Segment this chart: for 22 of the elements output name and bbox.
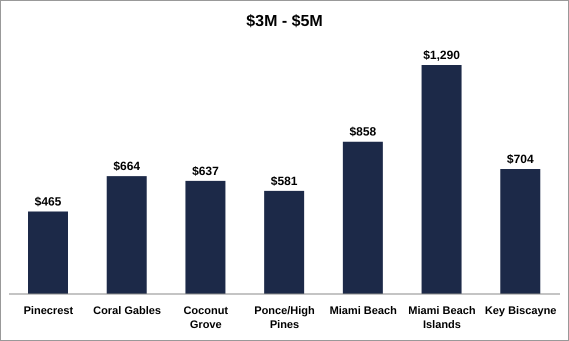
x-tick-label: Miami Beach — [330, 305, 398, 317]
bar — [500, 169, 540, 294]
x-tick-label: Coral Gables — [93, 305, 161, 317]
bar — [342, 142, 383, 294]
x-tick-label: Miami Beach Islands — [408, 305, 476, 331]
bar — [28, 211, 68, 294]
data-label: $704 — [506, 152, 534, 166]
chart-title: $3M - $5M — [245, 13, 324, 31]
data-label: $1,290 — [423, 48, 460, 62]
x-tick-label: Ponce/High Pines — [254, 305, 316, 331]
x-tick-label: Pinecrest — [24, 305, 74, 317]
bar — [106, 176, 147, 294]
bar — [185, 180, 226, 294]
data-label: $858 — [350, 124, 377, 139]
x-tick-label: Coconut Grove — [183, 305, 228, 331]
bar — [422, 65, 462, 294]
data-label: $581 — [270, 174, 298, 188]
data-label: $664 — [113, 159, 140, 174]
x-tick-label: Key Biscayne — [484, 305, 556, 317]
data-label: $637 — [192, 164, 220, 178]
data-label: $465 — [34, 194, 62, 208]
bar — [264, 190, 304, 294]
